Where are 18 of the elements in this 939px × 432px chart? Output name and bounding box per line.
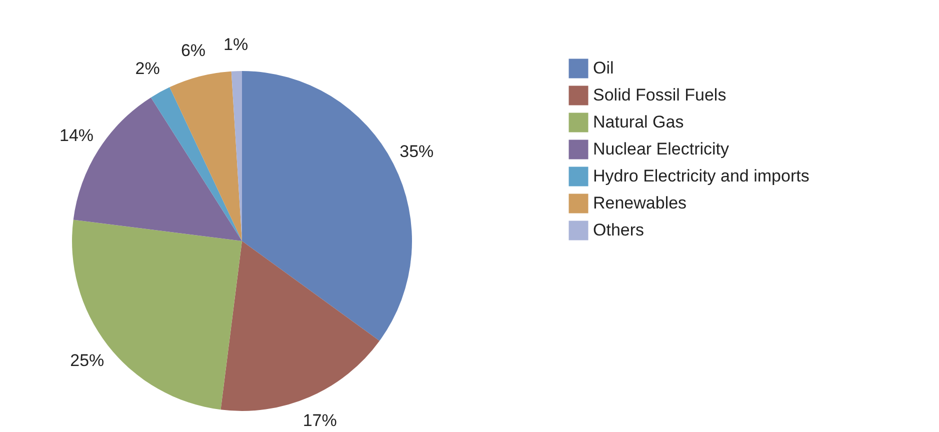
legend-label: Natural Gas bbox=[593, 112, 684, 132]
pie-slice bbox=[220, 241, 380, 411]
data-label: 2% bbox=[135, 59, 160, 78]
data-label: 6% bbox=[180, 41, 206, 60]
pie-slice bbox=[72, 220, 242, 410]
data-label: 35% bbox=[400, 142, 434, 162]
data-label: 14% bbox=[59, 126, 94, 145]
legend-label: Others bbox=[593, 220, 644, 240]
legend-label: Renewables bbox=[593, 194, 687, 212]
legend-label: Hydro Electricity and imports bbox=[593, 166, 810, 186]
legend-label: Nuclear Electricity bbox=[593, 140, 730, 158]
data-label: 1% bbox=[224, 35, 248, 54]
data-label: 25% bbox=[70, 351, 104, 370]
pie-slice bbox=[170, 71, 242, 241]
pie-slice bbox=[150, 87, 242, 241]
legend-label: Solid Fossil Fuels bbox=[593, 86, 726, 104]
data-label: 17% bbox=[302, 410, 337, 430]
legend-label: Oil bbox=[593, 58, 614, 78]
